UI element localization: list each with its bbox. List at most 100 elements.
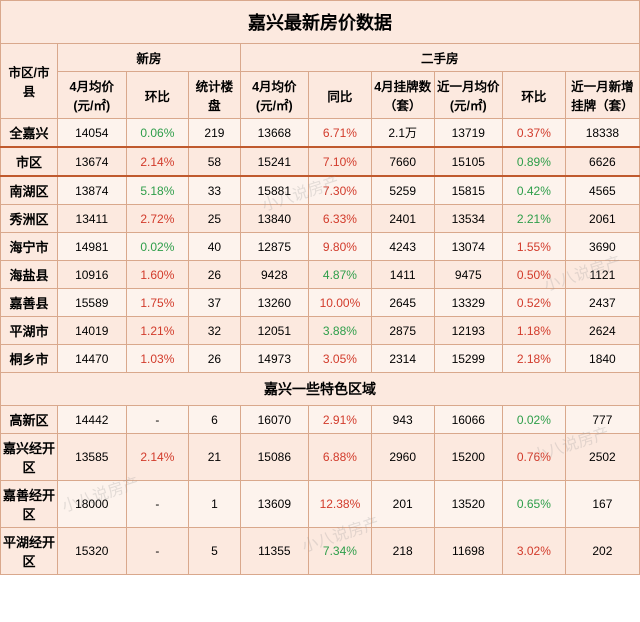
month-price: 12193 xyxy=(434,317,502,345)
month-add: 4565 xyxy=(565,176,639,205)
second-yoy: 6.33% xyxy=(309,205,372,233)
month-add: 2437 xyxy=(565,289,639,317)
second-list: 5259 xyxy=(371,176,434,205)
second-list: 4243 xyxy=(371,233,434,261)
second-list: 2.1万 xyxy=(371,119,434,148)
new-mom: - xyxy=(126,481,189,528)
col-header: 4月挂牌数（套） xyxy=(371,72,434,119)
new-mom: 2.72% xyxy=(126,205,189,233)
second-yoy: 6.71% xyxy=(309,119,372,148)
col-header: 近一月新增挂牌（套） xyxy=(565,72,639,119)
second-price: 13840 xyxy=(240,205,308,233)
new-count: 32 xyxy=(189,317,240,345)
col-header: 同比 xyxy=(309,72,372,119)
new-price: 14981 xyxy=(58,233,126,261)
month-add: 777 xyxy=(565,406,639,434)
new-count: 40 xyxy=(189,233,240,261)
second-price: 13668 xyxy=(240,119,308,148)
month-mom: 0.76% xyxy=(503,434,566,481)
month-price: 15105 xyxy=(434,147,502,176)
month-price: 13534 xyxy=(434,205,502,233)
month-add: 2502 xyxy=(565,434,639,481)
second-list: 2960 xyxy=(371,434,434,481)
month-mom: 0.89% xyxy=(503,147,566,176)
new-price: 15320 xyxy=(58,528,126,575)
month-price: 15299 xyxy=(434,345,502,373)
new-count: 26 xyxy=(189,345,240,373)
second-list: 1411 xyxy=(371,261,434,289)
second-list: 218 xyxy=(371,528,434,575)
second-price: 14973 xyxy=(240,345,308,373)
second-list: 943 xyxy=(371,406,434,434)
region-name: 市区 xyxy=(1,147,58,176)
table-row: 海盐县109161.60%2694284.87%141194750.50%112… xyxy=(1,261,640,289)
month-mom: 3.02% xyxy=(503,528,566,575)
month-price: 15815 xyxy=(434,176,502,205)
second-yoy: 7.34% xyxy=(309,528,372,575)
month-price: 13719 xyxy=(434,119,502,148)
col-header: 4月均价(元/㎡) xyxy=(58,72,126,119)
col-region: 市区/市县 xyxy=(1,44,58,119)
new-mom: 1.03% xyxy=(126,345,189,373)
region-name: 桐乡市 xyxy=(1,345,58,373)
table-container: 嘉兴最新房价数据 市区/市县 新房 二手房 4月均价(元/㎡)环比统计楼盘4月均… xyxy=(0,0,640,575)
second-yoy: 3.88% xyxy=(309,317,372,345)
new-mom: 2.14% xyxy=(126,147,189,176)
price-table: 嘉兴最新房价数据 市区/市县 新房 二手房 4月均价(元/㎡)环比统计楼盘4月均… xyxy=(0,0,640,575)
new-mom: 0.02% xyxy=(126,233,189,261)
group-new: 新房 xyxy=(58,44,241,72)
month-mom: 0.42% xyxy=(503,176,566,205)
second-price: 12051 xyxy=(240,317,308,345)
new-mom: 1.60% xyxy=(126,261,189,289)
month-add: 1840 xyxy=(565,345,639,373)
new-price: 15589 xyxy=(58,289,126,317)
second-yoy: 4.87% xyxy=(309,261,372,289)
month-price: 11698 xyxy=(434,528,502,575)
month-mom: 2.21% xyxy=(503,205,566,233)
col-header: 4月均价(元/㎡) xyxy=(240,72,308,119)
new-price: 13874 xyxy=(58,176,126,205)
table-row: 桐乡市144701.03%26149733.05%2314152992.18%1… xyxy=(1,345,640,373)
second-price: 15086 xyxy=(240,434,308,481)
month-mom: 2.18% xyxy=(503,345,566,373)
new-count: 37 xyxy=(189,289,240,317)
table-row: 海宁市149810.02%40128759.80%4243130741.55%3… xyxy=(1,233,640,261)
table-row: 嘉善县155891.75%371326010.00%2645133290.52%… xyxy=(1,289,640,317)
month-mom: 0.02% xyxy=(503,406,566,434)
second-price: 15881 xyxy=(240,176,308,205)
new-price: 13411 xyxy=(58,205,126,233)
month-add: 3690 xyxy=(565,233,639,261)
region-name: 海宁市 xyxy=(1,233,58,261)
month-price: 16066 xyxy=(434,406,502,434)
second-list: 2314 xyxy=(371,345,434,373)
new-mom: 1.21% xyxy=(126,317,189,345)
new-mom: 1.75% xyxy=(126,289,189,317)
col-header: 统计楼盘 xyxy=(189,72,240,119)
new-mom: - xyxy=(126,528,189,575)
new-price: 14470 xyxy=(58,345,126,373)
month-add: 18338 xyxy=(565,119,639,148)
month-price: 13520 xyxy=(434,481,502,528)
table-row: 南湖区138745.18%33158817.30%5259158150.42%4… xyxy=(1,176,640,205)
month-price: 13329 xyxy=(434,289,502,317)
new-mom: 2.14% xyxy=(126,434,189,481)
month-add: 2624 xyxy=(565,317,639,345)
second-list: 7660 xyxy=(371,147,434,176)
second-price: 13609 xyxy=(240,481,308,528)
month-mom: 1.18% xyxy=(503,317,566,345)
col-header: 环比 xyxy=(503,72,566,119)
month-mom: 0.65% xyxy=(503,481,566,528)
new-price: 14019 xyxy=(58,317,126,345)
second-yoy: 7.10% xyxy=(309,147,372,176)
month-mom: 1.55% xyxy=(503,233,566,261)
new-mom: 0.06% xyxy=(126,119,189,148)
new-price: 13674 xyxy=(58,147,126,176)
new-count: 6 xyxy=(189,406,240,434)
second-yoy: 12.38% xyxy=(309,481,372,528)
second-yoy: 3.05% xyxy=(309,345,372,373)
month-mom: 0.50% xyxy=(503,261,566,289)
new-price: 14442 xyxy=(58,406,126,434)
second-price: 9428 xyxy=(240,261,308,289)
second-price: 11355 xyxy=(240,528,308,575)
second-yoy: 6.88% xyxy=(309,434,372,481)
